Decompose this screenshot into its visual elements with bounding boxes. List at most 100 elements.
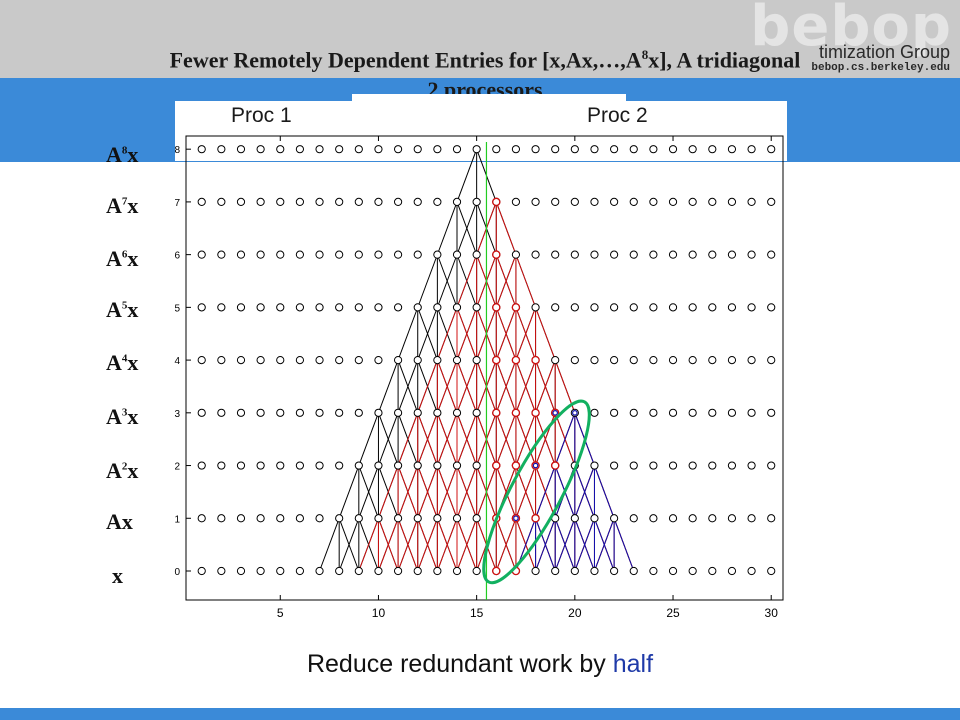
dependency-edge xyxy=(436,359,458,413)
dependency-edge xyxy=(535,518,556,572)
dependency-edge xyxy=(495,307,517,361)
dependency-edge xyxy=(338,518,360,572)
grid-node xyxy=(217,250,226,259)
grid-node xyxy=(688,355,697,365)
grid-node xyxy=(629,303,638,312)
grid-node xyxy=(649,145,658,154)
grid-node xyxy=(570,514,579,523)
grid-node xyxy=(688,461,697,470)
row-label-exponent: 3 xyxy=(121,406,128,419)
grid-node xyxy=(688,250,697,259)
grid-node xyxy=(452,355,462,365)
grid-node xyxy=(295,197,305,207)
grid-node xyxy=(433,566,442,576)
grid-node xyxy=(472,408,481,417)
dependency-edge xyxy=(495,359,517,413)
grid-node xyxy=(236,514,246,523)
grid-node xyxy=(374,566,383,576)
grid-node xyxy=(688,566,697,576)
grid-node xyxy=(335,250,344,259)
grid-node xyxy=(590,303,599,312)
grid-node xyxy=(531,250,540,259)
grid-node xyxy=(570,145,579,154)
dependency-edge xyxy=(397,307,419,361)
grid-node xyxy=(452,461,462,470)
grid-node xyxy=(315,145,324,154)
grid-node xyxy=(354,408,363,417)
grid-node xyxy=(295,303,305,312)
shared-node xyxy=(532,462,539,469)
grid-node xyxy=(236,355,246,365)
dependency-edge xyxy=(515,412,537,466)
grid-node xyxy=(727,145,737,154)
grid-node xyxy=(649,408,658,417)
grid-node xyxy=(413,303,422,312)
grid-node xyxy=(472,197,481,207)
dependency-edge xyxy=(417,254,438,308)
grid-node xyxy=(433,514,442,523)
grid-node xyxy=(354,514,363,523)
grid-node xyxy=(629,461,638,470)
grid-node xyxy=(551,197,560,207)
y-tick-label: 5 xyxy=(174,303,180,314)
grid-node xyxy=(668,197,678,207)
row-label-tail: x xyxy=(127,142,139,167)
proc2-label: Proc 2 xyxy=(587,104,648,127)
grid-node xyxy=(708,303,717,312)
dependency-edge xyxy=(358,465,379,519)
grid-node xyxy=(511,250,521,259)
grid-node xyxy=(256,197,265,207)
dependency-edge xyxy=(319,518,340,572)
slide-title: Fewer Remotely Dependent Entries for [x,… xyxy=(60,40,910,105)
y-tick-label: 4 xyxy=(174,356,180,367)
grid-node xyxy=(393,197,403,207)
remote-node xyxy=(531,355,540,365)
grid-node xyxy=(708,250,717,259)
grid-node xyxy=(413,566,422,576)
caption-text: Reduce redundant work by xyxy=(306,650,613,678)
grid-node xyxy=(276,197,285,207)
dependency-edge xyxy=(495,201,517,255)
grid-node xyxy=(610,145,619,154)
remote-node xyxy=(531,461,540,470)
grid-node xyxy=(197,566,206,576)
grid-node xyxy=(315,408,324,417)
grid-node xyxy=(551,250,560,259)
dependency-edge xyxy=(613,518,635,572)
grid-node xyxy=(295,145,305,154)
grid-node xyxy=(433,145,442,154)
remote-node xyxy=(531,408,540,418)
grid-node xyxy=(727,566,737,576)
grid-node xyxy=(393,355,403,365)
grid-node xyxy=(217,408,226,417)
grid-node xyxy=(217,303,226,312)
remote-node xyxy=(511,514,521,523)
grid-node xyxy=(217,145,226,154)
remote-node xyxy=(511,303,521,312)
shared-node xyxy=(552,410,558,416)
grid-node xyxy=(708,355,717,365)
grid-node xyxy=(393,250,403,259)
grid-node xyxy=(688,514,697,523)
grid-node xyxy=(767,566,776,576)
grid-node xyxy=(256,566,265,576)
row-label-base: A xyxy=(106,142,122,167)
dependency-edge xyxy=(456,465,478,519)
grid-node xyxy=(649,197,658,207)
grid-node xyxy=(433,355,442,365)
grid-node xyxy=(217,514,226,523)
grid-node xyxy=(413,461,422,470)
grid-node xyxy=(708,514,717,523)
grid-node xyxy=(393,566,403,576)
x-tick-label: 15 xyxy=(470,606,484,620)
grid-node xyxy=(256,303,265,312)
grid-node xyxy=(629,250,638,259)
grid-node xyxy=(295,566,305,576)
grid-node xyxy=(433,250,442,259)
grid-node xyxy=(217,461,226,470)
grid-node xyxy=(374,303,383,312)
x-tick-label: 5 xyxy=(277,606,284,620)
plot-axes: 5 10 15 20 25 30 0 1 2 3 4 5 6 7 8 xyxy=(174,135,784,620)
grid-node xyxy=(433,303,442,312)
grid-node xyxy=(335,514,344,523)
